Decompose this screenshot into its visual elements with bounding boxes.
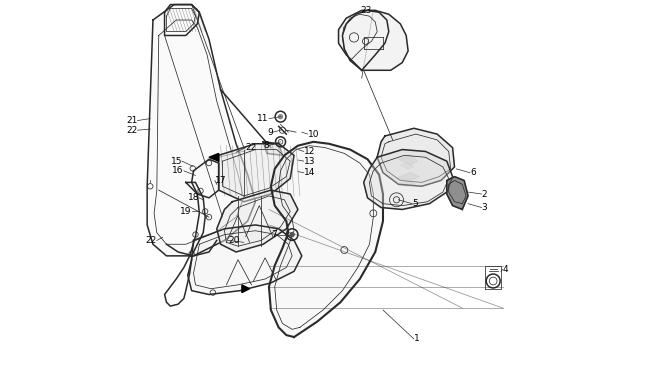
Text: 22: 22	[126, 126, 138, 135]
Text: 2: 2	[482, 189, 488, 199]
Text: 14: 14	[304, 168, 315, 177]
Text: 10: 10	[307, 130, 319, 139]
Text: 23: 23	[360, 6, 371, 15]
Text: 3: 3	[482, 203, 488, 212]
Polygon shape	[263, 142, 283, 155]
Text: 6: 6	[470, 168, 476, 177]
Text: 22: 22	[246, 143, 257, 152]
Text: 12: 12	[304, 147, 315, 156]
Text: 9: 9	[267, 128, 273, 137]
Text: 21: 21	[126, 116, 138, 125]
Text: 5: 5	[412, 199, 418, 208]
Polygon shape	[363, 149, 452, 210]
Polygon shape	[218, 144, 294, 202]
Text: 18: 18	[188, 193, 200, 203]
Polygon shape	[188, 225, 302, 294]
Text: 7: 7	[271, 230, 277, 239]
Text: 17: 17	[214, 176, 226, 185]
Polygon shape	[209, 153, 218, 161]
Polygon shape	[147, 5, 255, 256]
Polygon shape	[242, 285, 250, 293]
Text: 4: 4	[503, 265, 508, 274]
Polygon shape	[398, 155, 418, 165]
Polygon shape	[396, 173, 420, 180]
Polygon shape	[269, 142, 383, 337]
Text: 19: 19	[180, 207, 192, 216]
Text: 11: 11	[257, 114, 269, 123]
Text: 20: 20	[228, 236, 240, 245]
Circle shape	[278, 114, 283, 120]
Text: 15: 15	[170, 157, 182, 166]
Polygon shape	[447, 177, 468, 210]
Text: 13: 13	[304, 157, 315, 166]
Polygon shape	[398, 180, 416, 186]
Circle shape	[289, 232, 295, 237]
Text: 8: 8	[263, 141, 269, 150]
Polygon shape	[400, 163, 414, 169]
Text: 1: 1	[414, 334, 420, 343]
Polygon shape	[377, 128, 454, 186]
Text: 16: 16	[172, 166, 184, 175]
Text: 22: 22	[146, 236, 157, 245]
Polygon shape	[216, 190, 298, 252]
Polygon shape	[339, 10, 408, 70]
